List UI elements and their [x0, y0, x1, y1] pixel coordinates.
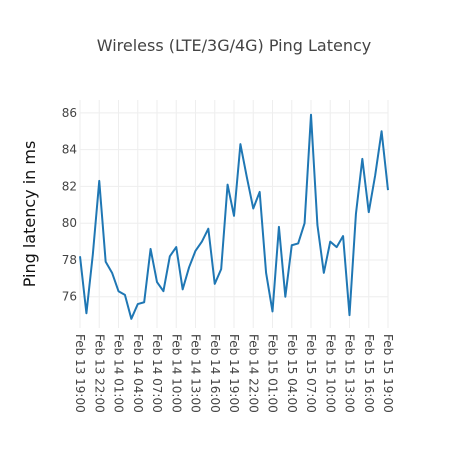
data-point[interactable] [359, 156, 365, 162]
x-tick-label: Feb 13 22:00 [92, 334, 106, 413]
data-point[interactable] [295, 240, 301, 246]
x-tick-label: Feb 14 16:00 [208, 334, 222, 413]
data-point[interactable] [109, 270, 115, 276]
data-point[interactable] [154, 279, 160, 285]
x-tick-label: Feb 14 04:00 [131, 334, 145, 413]
data-point[interactable] [173, 244, 179, 250]
data-point[interactable] [212, 281, 218, 287]
data-point[interactable] [122, 292, 128, 298]
y-axis-title: Ping latency in ms [20, 141, 39, 288]
data-point[interactable] [141, 299, 147, 305]
data-point[interactable] [334, 244, 340, 250]
data-point[interactable] [160, 288, 166, 294]
data-point[interactable] [128, 316, 134, 322]
x-tick-label: Feb 14 07:00 [150, 334, 164, 413]
data-point[interactable] [116, 288, 122, 294]
data-point[interactable] [347, 312, 353, 318]
data-point[interactable] [385, 187, 391, 193]
data-point[interactable] [90, 251, 96, 257]
data-point[interactable] [353, 211, 359, 217]
y-tick-label: 80 [62, 216, 77, 230]
x-tick-label: Feb 15 01:00 [266, 334, 280, 413]
data-point[interactable] [270, 308, 276, 314]
x-tick-label: Feb 15 10:00 [323, 334, 337, 413]
x-tick-label: Feb 14 10:00 [169, 334, 183, 413]
data-point[interactable] [366, 209, 372, 215]
data-point[interactable] [193, 248, 199, 254]
data-point[interactable] [372, 172, 378, 178]
y-tick-label: 84 [62, 143, 77, 157]
data-point[interactable] [379, 128, 385, 134]
x-tick-label: Feb 14 19:00 [227, 334, 241, 413]
data-point[interactable] [237, 141, 243, 147]
data-point[interactable] [167, 253, 173, 259]
x-tick-label: Feb 15 19:00 [381, 334, 395, 413]
data-point[interactable] [250, 205, 256, 211]
data-point[interactable] [180, 286, 186, 292]
data-point[interactable] [148, 246, 154, 252]
y-tick-label: 76 [62, 290, 77, 304]
y-tick-label: 78 [62, 253, 77, 267]
data-point[interactable] [276, 224, 282, 230]
y-tick-label: 86 [62, 106, 77, 120]
data-point[interactable] [282, 294, 288, 300]
series-line [79, 113, 389, 320]
data-point[interactable] [308, 112, 314, 118]
x-tick-label: Feb 15 16:00 [362, 334, 376, 413]
data-point[interactable] [218, 266, 224, 272]
x-tick-label: Feb 15 13:00 [343, 334, 357, 413]
data-point[interactable] [257, 189, 263, 195]
data-point[interactable] [77, 253, 83, 259]
plot-area [77, 112, 391, 322]
data-point[interactable] [289, 242, 295, 248]
chart-title: Wireless (LTE/3G/4G) Ping Latency [97, 36, 372, 55]
data-point[interactable] [135, 301, 141, 307]
data-point[interactable] [327, 239, 333, 245]
data-point[interactable] [96, 178, 102, 184]
x-tick-label: Feb 14 13:00 [189, 334, 203, 413]
y-axis: 76 78 80 82 84 86 [62, 106, 77, 304]
data-point[interactable] [244, 174, 250, 180]
x-axis: Feb 13 19:00 Feb 13 22:00 Feb 14 01:00 Feb … [73, 334, 395, 413]
x-tick-label: Feb 13 19:00 [73, 334, 87, 413]
x-tick-label: Feb 14 22:00 [246, 334, 260, 413]
data-point[interactable] [263, 270, 269, 276]
grid [79, 100, 389, 328]
data-point[interactable] [186, 264, 192, 270]
data-point[interactable] [302, 220, 308, 226]
x-tick-label: Feb 14 01:00 [112, 334, 126, 413]
data-point[interactable] [199, 239, 205, 245]
data-point[interactable] [205, 226, 211, 232]
x-tick-label: Feb 15 04:00 [285, 334, 299, 413]
data-point[interactable] [340, 233, 346, 239]
data-point[interactable] [321, 270, 327, 276]
data-point[interactable] [83, 310, 89, 316]
x-tick-label: Feb 15 07:00 [304, 334, 318, 413]
data-point[interactable] [314, 222, 320, 228]
data-point[interactable] [231, 213, 237, 219]
data-point[interactable] [225, 182, 231, 188]
y-tick-label: 82 [62, 179, 77, 193]
data-point[interactable] [103, 259, 109, 265]
